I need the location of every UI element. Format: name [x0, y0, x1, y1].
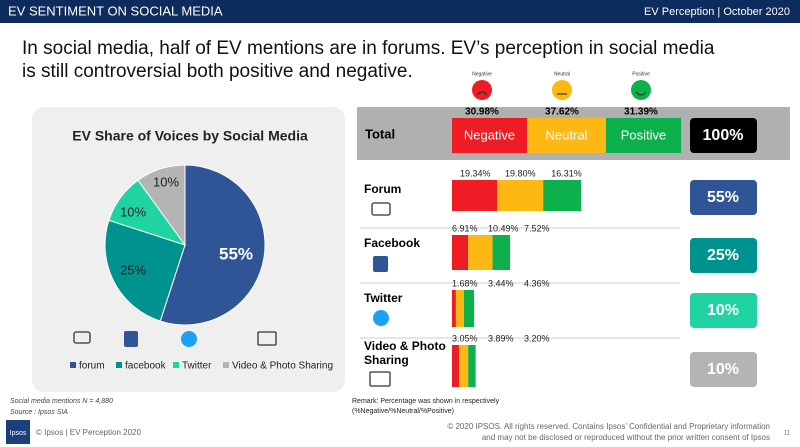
bar-segment [468, 235, 493, 270]
bar-label: 4.36% [524, 278, 550, 288]
bar-label: 1.68% [452, 278, 478, 288]
share-box [690, 180, 757, 215]
footer-right: © 2020 IPSOS. All rights reserved. Conta… [447, 422, 770, 431]
page-number: 11 [784, 431, 791, 437]
share-box [690, 238, 757, 273]
face [472, 80, 492, 100]
forum-icon [371, 202, 391, 216]
icons [73, 202, 391, 387]
legend-label: facebook [125, 361, 167, 372]
note: Social media mentions N = 4,880 [10, 398, 113, 405]
note: Source : Ipsos SIA [10, 409, 68, 416]
twitter-icon [373, 310, 389, 326]
legend-label: Video & Photo Sharing [232, 361, 333, 372]
face-label: Negative [472, 71, 492, 77]
row-label: Forum [364, 182, 402, 196]
bar-segment [543, 180, 582, 211]
bar-segment [452, 345, 460, 387]
legend-label: Neutral [546, 127, 588, 142]
bar-label: 19.34% [460, 168, 491, 178]
bar-label: 3.05% [452, 333, 478, 343]
row-separators [360, 227, 680, 339]
bar-label: 6.91% [452, 223, 478, 233]
share-box [690, 352, 757, 387]
row-label: Twitter [364, 291, 403, 305]
legend-swatch [223, 362, 229, 368]
bar-segment [452, 235, 469, 270]
bar-label: 7.52% [524, 223, 550, 233]
total-segment [527, 118, 606, 153]
video-icon [257, 331, 277, 346]
pie-title: EV Share of Voices by Social Media [72, 128, 308, 144]
bar-label: 19.80% [505, 168, 536, 178]
pie-slice [104, 219, 186, 322]
total-box [690, 118, 757, 153]
share-label: 25% [707, 247, 739, 264]
series-total: 37.62% [545, 107, 579, 118]
bar-segment [452, 290, 456, 327]
total-segment [606, 118, 681, 153]
legend-label: Negative [464, 127, 515, 142]
face-mouth [635, 91, 647, 96]
series-total: 31.39% [624, 107, 658, 118]
bar-segment [452, 180, 498, 211]
legend-swatch [173, 362, 179, 368]
share-label: 55% [707, 189, 739, 206]
header-title: EV SENTIMENT ON SOCIAL MEDIA [8, 3, 223, 18]
series-total: 30.98% [465, 107, 499, 118]
share-label: 10% [707, 361, 739, 378]
face-label: Positive [632, 71, 650, 77]
face-label: Neutral [554, 71, 570, 77]
row-label: Facebook [364, 236, 421, 250]
slice-label: 10% [153, 174, 179, 189]
total-segment [452, 118, 527, 153]
slice-label: 55% [219, 244, 253, 263]
slice-label: 10% [120, 204, 146, 219]
face [631, 80, 651, 100]
bar-segment [492, 235, 511, 270]
twitter-icon [181, 331, 197, 347]
logo [6, 420, 30, 444]
bar-segment [468, 345, 476, 387]
share-box [690, 293, 757, 328]
header-section: EV Perception | October 2020 [644, 6, 790, 18]
remark: (%Negative/%Neutral/%Positive) [352, 408, 454, 415]
headline: In social media, half of EV mentions are… [22, 38, 715, 82]
facebook-icon [124, 331, 138, 347]
bar-label: 16.31% [551, 168, 582, 178]
bar-label: 3.20% [524, 333, 550, 343]
legend-label: Positive [621, 127, 667, 142]
forum-icon [73, 331, 91, 344]
facebook-icon [373, 256, 388, 272]
legend-swatch [116, 362, 122, 368]
footer-left: © Ipsos | EV Perception 2020 [36, 428, 141, 437]
bar-label: 3.89% [488, 333, 514, 343]
total-label: Total [365, 126, 395, 141]
video-icon [369, 371, 391, 387]
pie-slice [159, 164, 266, 326]
bar-label: 3.44% [488, 278, 514, 288]
legend-label: forum [79, 361, 105, 372]
bar-segment [463, 290, 475, 327]
legend-swatch [70, 362, 76, 368]
legend-label: Twitter [182, 361, 212, 372]
row-label: Video & Photo Sharing [364, 339, 446, 367]
bar-segment [497, 180, 544, 211]
face [552, 80, 572, 100]
remark: Remark: Percentage was shown in respecti… [352, 398, 500, 405]
footer-right: and may not be disclosed or reproduced w… [482, 433, 770, 442]
logo-text: Ipsos [10, 430, 27, 437]
pie-slice [137, 164, 186, 247]
bar-segment [459, 345, 469, 387]
slice-label: 25% [120, 262, 146, 277]
share-label: 10% [707, 302, 739, 319]
total-value: 100% [703, 127, 744, 144]
bar-label: 10.49% [488, 223, 519, 233]
header-bar [0, 0, 800, 23]
bar-segment [455, 290, 464, 327]
face-mouth [476, 91, 488, 96]
